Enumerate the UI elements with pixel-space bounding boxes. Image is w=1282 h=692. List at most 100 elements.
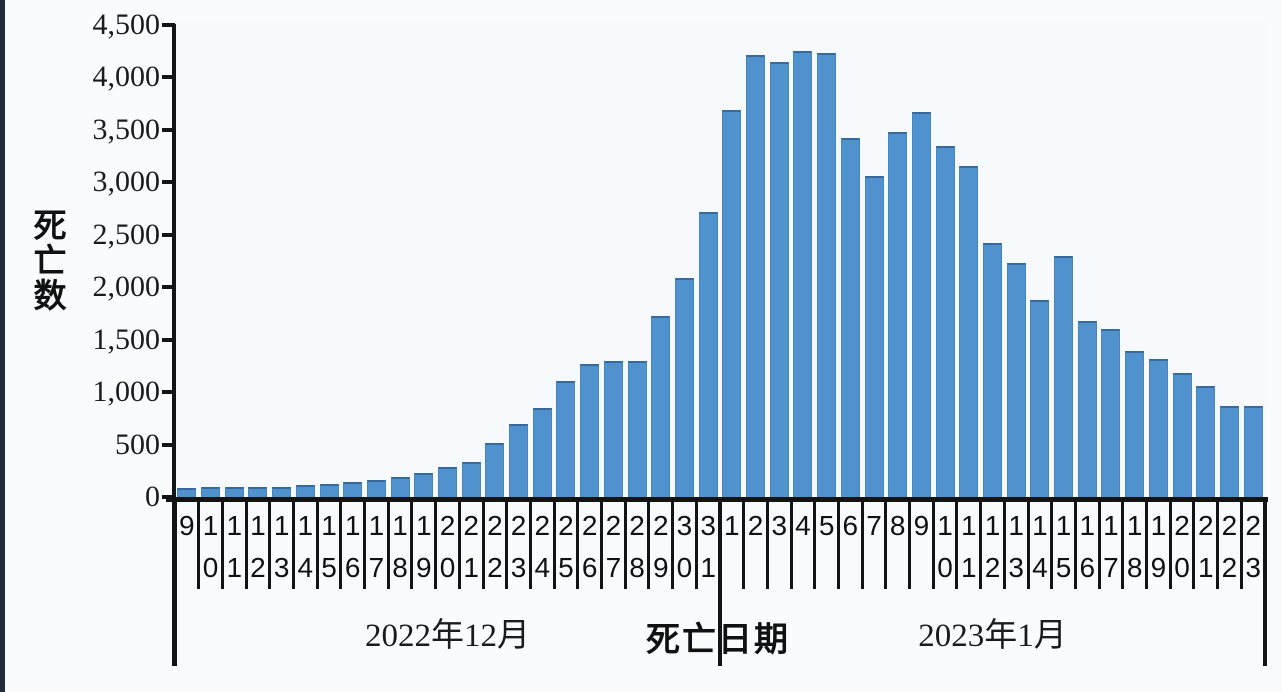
x-separator <box>457 500 461 589</box>
date-digit: 3 <box>700 510 716 541</box>
x-separator <box>434 500 438 589</box>
bar-day-18 <box>1125 351 1145 497</box>
bar-day-29 <box>651 315 671 497</box>
date-digit: 1 <box>416 510 432 541</box>
date-digit: 2 <box>984 552 1001 583</box>
bar-day-25 <box>556 380 576 497</box>
date-digit: 2 <box>439 510 456 541</box>
bar-day-23 <box>509 423 529 497</box>
date-digit: 8 <box>392 552 408 583</box>
date-digit: 4 <box>795 510 811 541</box>
y-tick-label: 1,500 <box>92 322 161 356</box>
date-digit: 0 <box>1174 552 1190 583</box>
bar-day-7 <box>864 176 884 497</box>
date-digit: 2 <box>629 510 645 541</box>
bar-day-12 <box>248 486 268 497</box>
date-digit: 4 <box>534 552 551 583</box>
bar-day-17 <box>366 479 386 497</box>
date-digit: 9 <box>179 510 195 541</box>
x-separator <box>1168 500 1172 589</box>
x-separator <box>576 500 580 589</box>
date-digit: 7 <box>368 552 385 583</box>
x-separator <box>789 500 793 589</box>
x-axis-title: 死亡日期 <box>646 622 790 659</box>
y-tick-mark <box>162 127 175 132</box>
bar-day-15 <box>1054 256 1074 497</box>
bar-day-8 <box>888 132 908 497</box>
bar-day-21 <box>461 462 481 497</box>
bar-day-2 <box>746 55 766 497</box>
x-separator <box>884 500 888 589</box>
bar-day-4 <box>793 51 813 497</box>
date-digit: 2 <box>510 510 527 541</box>
y-tick-mark <box>162 285 175 290</box>
bar-day-19 <box>1148 359 1168 497</box>
date-digit: 4 <box>297 552 314 583</box>
bar-day-24 <box>532 408 552 497</box>
y-tick-mark <box>162 232 175 237</box>
bar-day-15 <box>319 483 339 497</box>
date-digit: 1 <box>368 510 385 541</box>
bar-day-13 <box>1006 263 1026 497</box>
x-separator <box>244 500 248 589</box>
date-digit: 4 <box>1032 552 1048 583</box>
date-digit: 2 <box>487 510 503 541</box>
bar-day-18 <box>390 476 410 497</box>
date-digit: 1 <box>392 510 408 541</box>
date-digit: 9 <box>652 552 669 583</box>
x-separator <box>671 500 675 589</box>
date-digit: 1 <box>273 510 290 541</box>
x-separator <box>268 500 272 589</box>
x-separator <box>836 500 840 589</box>
y-tick-label: 2,500 <box>92 217 161 251</box>
date-digit: 7 <box>866 510 882 541</box>
x-separator <box>765 500 769 589</box>
bar-day-16 <box>343 481 363 497</box>
date-digit: 3 <box>1245 552 1261 583</box>
bar-day-31 <box>698 211 718 497</box>
date-digit: 1 <box>250 510 266 541</box>
date-digit: 1 <box>984 510 1001 541</box>
x-separator <box>528 500 532 589</box>
date-digit: 0 <box>439 552 456 583</box>
date-digit: 5 <box>818 510 835 541</box>
date-digit: 3 <box>273 552 290 583</box>
date-digit: 1 <box>321 510 337 541</box>
month-label-2022-12: 2022年12月 <box>365 618 530 654</box>
x-separator <box>647 500 651 589</box>
date-digit: 2 <box>747 510 764 541</box>
date-digit: 5 <box>321 552 337 583</box>
date-digit: 2 <box>558 510 574 541</box>
x-separator <box>955 500 959 589</box>
date-digit: 1 <box>1032 510 1048 541</box>
date-digit: 1 <box>202 510 219 541</box>
bar-day-22 <box>485 442 505 497</box>
date-label-7: 7 <box>862 505 886 591</box>
date-digit: 3 <box>1008 552 1024 583</box>
month-label-2023-01: 2023年1月 <box>918 618 1067 654</box>
x-separator <box>1002 500 1006 589</box>
date-digit: 1 <box>1126 510 1143 541</box>
date-digit: 6 <box>581 552 598 583</box>
date-digit: 0 <box>937 552 953 583</box>
bar-day-26 <box>580 364 600 497</box>
bar-day-1 <box>722 109 742 497</box>
date-label-9: 9 <box>175 505 199 591</box>
page-edge-strip <box>0 0 5 692</box>
date-digit: 1 <box>226 552 243 583</box>
